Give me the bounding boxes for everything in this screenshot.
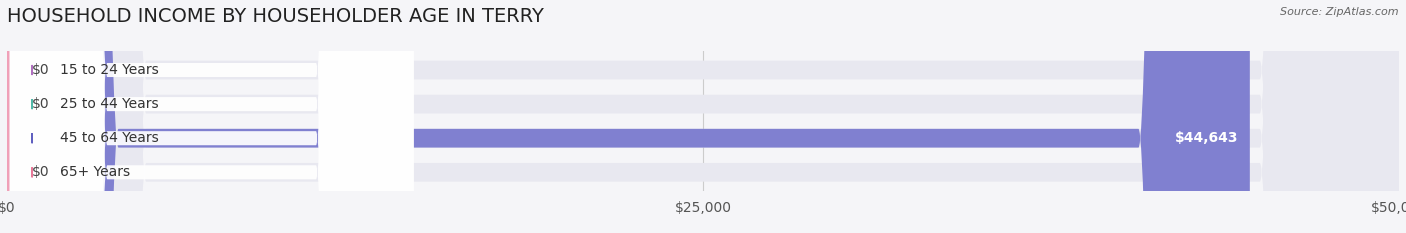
FancyBboxPatch shape [10,0,413,233]
Text: $44,643: $44,643 [1175,131,1239,145]
FancyBboxPatch shape [10,0,413,233]
FancyBboxPatch shape [10,0,413,233]
Text: HOUSEHOLD INCOME BY HOUSEHOLDER AGE IN TERRY: HOUSEHOLD INCOME BY HOUSEHOLDER AGE IN T… [7,7,544,26]
FancyBboxPatch shape [7,0,1399,233]
FancyBboxPatch shape [10,0,413,233]
Text: 65+ Years: 65+ Years [60,165,129,179]
Text: Source: ZipAtlas.com: Source: ZipAtlas.com [1281,7,1399,17]
FancyBboxPatch shape [7,0,1399,233]
FancyBboxPatch shape [7,0,1399,233]
FancyBboxPatch shape [4,0,21,233]
Text: 45 to 64 Years: 45 to 64 Years [60,131,159,145]
Text: $0: $0 [32,97,49,111]
FancyBboxPatch shape [7,0,1399,233]
Text: $0: $0 [32,63,49,77]
FancyBboxPatch shape [4,0,21,233]
Text: $0: $0 [32,165,49,179]
FancyBboxPatch shape [4,0,21,233]
Text: 15 to 24 Years: 15 to 24 Years [60,63,159,77]
Text: 25 to 44 Years: 25 to 44 Years [60,97,159,111]
FancyBboxPatch shape [7,0,1250,233]
